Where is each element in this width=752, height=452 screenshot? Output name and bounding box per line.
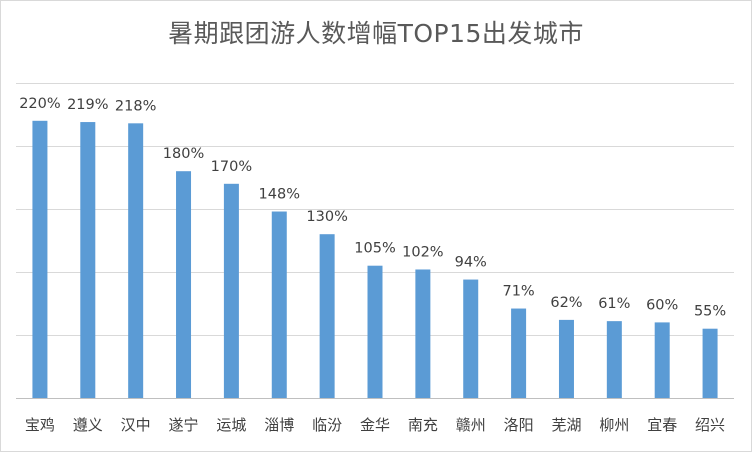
data-label: 105% xyxy=(354,241,395,257)
data-label: 94% xyxy=(455,255,487,271)
data-label: 71% xyxy=(502,284,534,300)
bar xyxy=(463,279,479,398)
bar xyxy=(511,308,527,398)
x-tick-label: 遵义 xyxy=(73,416,103,434)
bar xyxy=(271,211,287,398)
data-label: 130% xyxy=(306,209,347,225)
data-label: 55% xyxy=(694,304,726,320)
x-tick-label: 柳州 xyxy=(599,416,629,434)
x-tick-label: 临汾 xyxy=(312,416,342,434)
data-label: 218% xyxy=(115,98,156,114)
bar xyxy=(606,321,622,398)
x-tick-label: 赣州 xyxy=(456,416,486,434)
x-tick-label: 金华 xyxy=(360,416,390,434)
x-tick-label: 宝鸡 xyxy=(25,416,55,434)
x-tick-label: 宜春 xyxy=(647,416,677,434)
data-label: 60% xyxy=(646,297,678,313)
x-tick-label: 汉中 xyxy=(121,416,151,434)
data-label: 61% xyxy=(598,296,630,312)
x-tick-labels: 宝鸡 遵义 汉中 遂宁 运城 淄博 临汾 金华 南充 赣州 洛阳 芜湖 柳州 宜春 绍兴 xyxy=(25,416,725,434)
bar xyxy=(558,319,574,398)
bar xyxy=(32,120,48,399)
data-label: 180% xyxy=(163,146,204,162)
chart-title: 暑期跟团游人数增幅TOP15出发城市 xyxy=(168,19,584,48)
bar xyxy=(654,322,670,398)
bar xyxy=(223,183,239,398)
data-label: 148% xyxy=(259,187,300,203)
bar xyxy=(80,122,96,398)
bar xyxy=(319,234,335,398)
bar xyxy=(176,171,192,398)
data-label: 170% xyxy=(211,159,252,175)
data-label: 102% xyxy=(402,244,443,260)
x-tick-label: 淄博 xyxy=(264,416,294,434)
data-label: 219% xyxy=(67,97,108,113)
x-tick-label: 洛阳 xyxy=(504,416,534,434)
x-tick-label: 绍兴 xyxy=(695,416,725,434)
x-tick-label: 运城 xyxy=(216,416,246,434)
x-tick-label: 芜湖 xyxy=(551,416,581,434)
bar xyxy=(702,328,718,398)
bar xyxy=(367,265,383,398)
x-tick-label: 遂宁 xyxy=(169,416,199,434)
x-tick-label: 南充 xyxy=(408,416,438,434)
data-label: 62% xyxy=(550,295,582,311)
bar xyxy=(415,269,431,398)
data-labels: 220% 219% 218% 180% 170% 148% 130% 105% 102% 94% 7… xyxy=(19,96,726,320)
data-label: 220% xyxy=(19,96,60,112)
bars xyxy=(32,120,718,399)
bar xyxy=(128,123,144,398)
